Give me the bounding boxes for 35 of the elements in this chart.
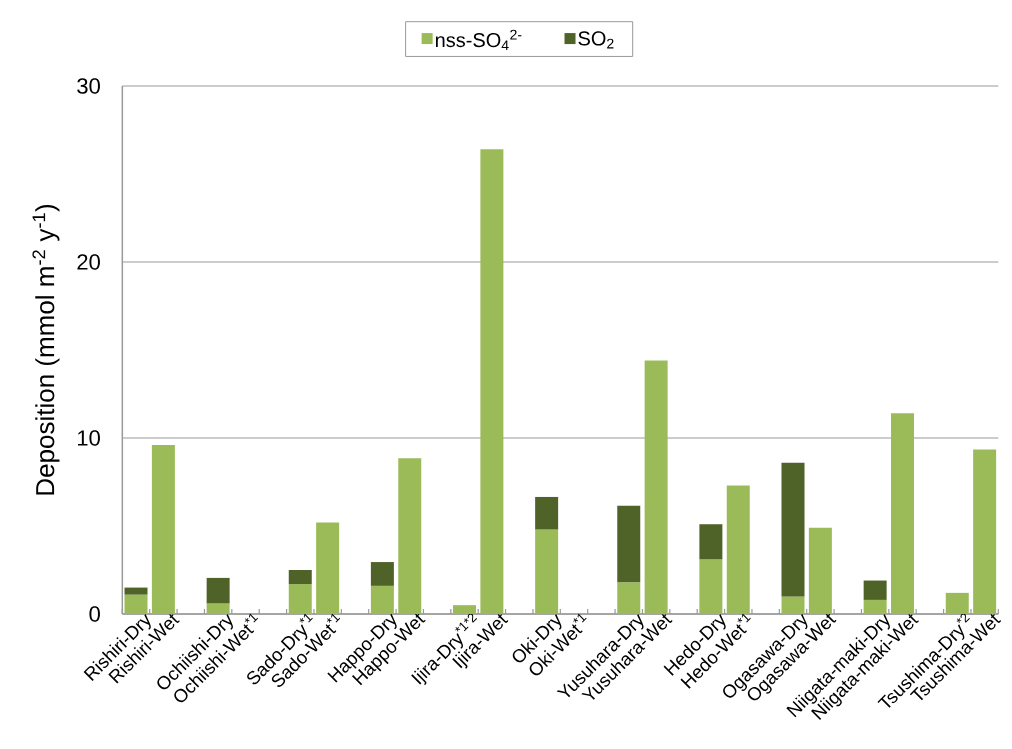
bar — [781, 596, 805, 614]
legend-label: SO$_{2}$ — [578, 31, 614, 49]
bar — [863, 580, 887, 600]
bar — [370, 562, 394, 586]
bar — [891, 413, 915, 614]
legend-label: nss-SO$_{4}$2- — [435, 29, 522, 51]
bar — [617, 505, 641, 583]
y-tick-label: 30 — [77, 78, 100, 94]
bar — [973, 449, 997, 614]
bar — [644, 360, 668, 614]
bar — [726, 485, 750, 614]
y-tick-label: 20 — [77, 254, 100, 270]
bar — [617, 582, 641, 614]
bar — [480, 149, 504, 614]
bar — [535, 496, 559, 530]
bar — [699, 559, 723, 614]
bar — [535, 529, 559, 614]
y-axis-title: Deposition (mmol m$^{-2}$ y$^{-1}$) — [32, 204, 60, 495]
bar — [863, 599, 887, 614]
bar — [808, 527, 832, 614]
bar — [288, 569, 312, 585]
bar — [206, 603, 230, 614]
bar — [124, 594, 148, 614]
bar — [453, 605, 477, 614]
bar — [398, 458, 422, 614]
bar — [945, 592, 969, 614]
bar — [699, 524, 723, 560]
bar — [124, 587, 148, 595]
bar — [370, 585, 394, 614]
bar — [316, 522, 340, 614]
bar — [206, 577, 230, 604]
bar — [781, 462, 805, 597]
y-tick-label: 10 — [78, 430, 100, 446]
bar — [151, 445, 175, 614]
bar — [288, 584, 312, 614]
